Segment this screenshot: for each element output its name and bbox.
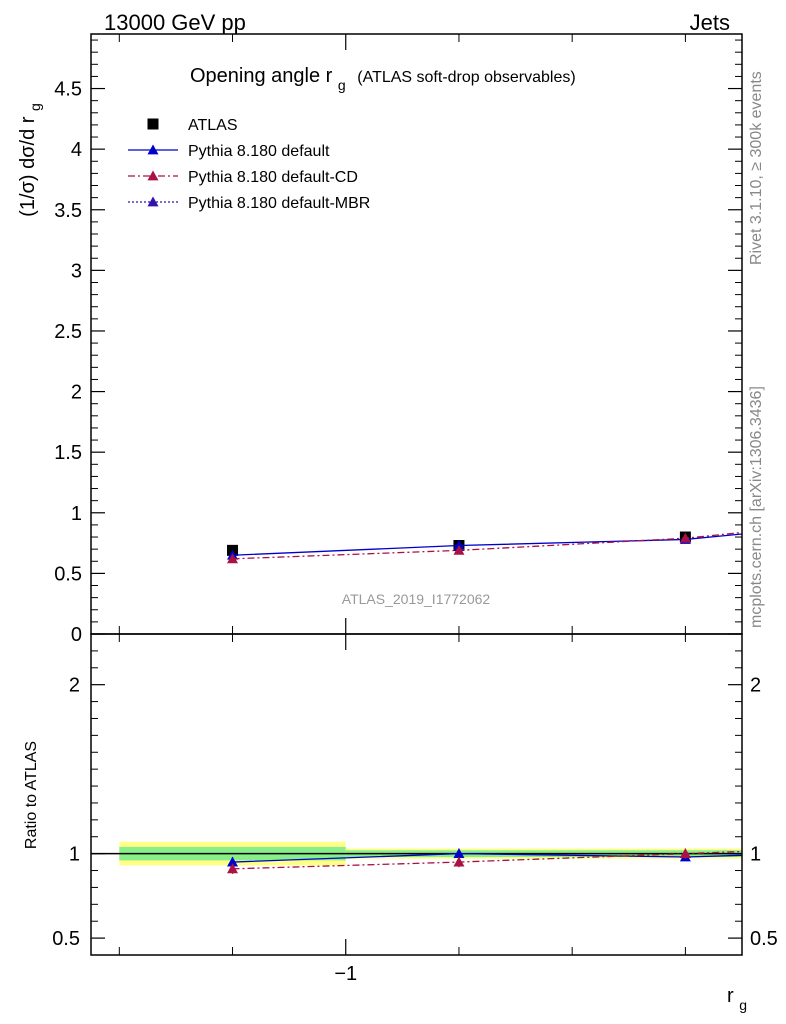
chart-title-main: Opening angle r [190, 65, 333, 87]
axis-ticks [91, 34, 742, 955]
ratio-tick-label-left: 1 [69, 844, 80, 866]
y-axis-label-sub: g [27, 103, 43, 111]
ratio-tick-label-right: 1 [750, 844, 761, 866]
x-axis-label-sub: g [739, 997, 747, 1013]
ratio-tick-label-left: 2 [69, 675, 80, 697]
header-right: Jets [690, 10, 730, 35]
y-tick-label: 0 [71, 624, 82, 646]
legend: ATLAS Pythia 8.180 default Pythia 8.180 de… [128, 117, 370, 212]
y-tick-label: 1.5 [54, 442, 82, 464]
cd-ratio-point [453, 856, 465, 867]
chart-title-sub: g [338, 77, 346, 93]
cd-ratio-point [227, 863, 239, 874]
chart-title: Opening angle r g (ATLAS soft-drop obser… [190, 65, 576, 95]
legend-marker-atlas [147, 118, 159, 130]
y-axis-label-main: (1/σ) dσ/d r [17, 116, 39, 217]
default-ratio-line [232, 852, 742, 863]
y-tick-label: 4.5 [54, 79, 82, 101]
side-text-top: Rivet 3.1.10, ≥ 300k events [748, 71, 765, 265]
default-ratio-point [227, 856, 239, 867]
x-axis-label: r g [727, 985, 747, 1013]
chart-title-paren: (ATLAS soft-drop observables) [357, 69, 575, 86]
x-tick-label: −1 [334, 963, 357, 985]
cd-data-point [679, 532, 691, 543]
legend-label-mbr: Pythia 8.180 default-MBR [188, 195, 370, 212]
ratio-plot-frame [90, 633, 743, 956]
y-tick-label: 4 [71, 139, 82, 161]
y-tick-label: 2 [71, 382, 82, 404]
cd-ratio-point [679, 848, 691, 859]
cd-data-point [227, 553, 239, 564]
y-tick-label: 0.5 [54, 563, 82, 585]
default-series-line [232, 533, 742, 556]
header-left: 13000 GeV pp [104, 10, 246, 35]
ratio-plot-series [227, 848, 742, 874]
legend-marker-cd [147, 170, 159, 181]
legend-label-default: Pythia 8.180 default [188, 143, 330, 160]
legend-label-atlas: ATLAS [188, 117, 238, 134]
cd-series-line [232, 531, 742, 560]
x-axis-label-main: r [727, 985, 734, 1007]
y-tick-label: 3 [71, 260, 82, 282]
analysis-watermark: ATLAS_2019_I1772062 [342, 591, 491, 607]
legend-marker-default [147, 144, 159, 155]
y-tick-label: 3.5 [54, 200, 82, 222]
legend-marker-mbr [147, 196, 159, 207]
default-ratio-point [453, 848, 465, 859]
y-axis-label: (1/σ) dσ/d r g [17, 103, 43, 217]
ratio-tick-label-left: 0.5 [52, 928, 80, 950]
side-text-bottom: mcplots.cern.ch [arXiv:1306.3436] [748, 386, 765, 628]
ratio-tick-label-right: 0.5 [750, 928, 778, 950]
y-tick-label: 1 [71, 503, 82, 525]
legend-label-cd: Pythia 8.180 default-CD [188, 169, 358, 186]
y-tick-label: 2.5 [54, 321, 82, 343]
main-plot-series [227, 531, 742, 564]
ratio-axis-label: Ratio to ATLAS [23, 741, 40, 849]
cd-data-point [453, 544, 465, 555]
ratio-tick-label-right: 2 [750, 675, 761, 697]
